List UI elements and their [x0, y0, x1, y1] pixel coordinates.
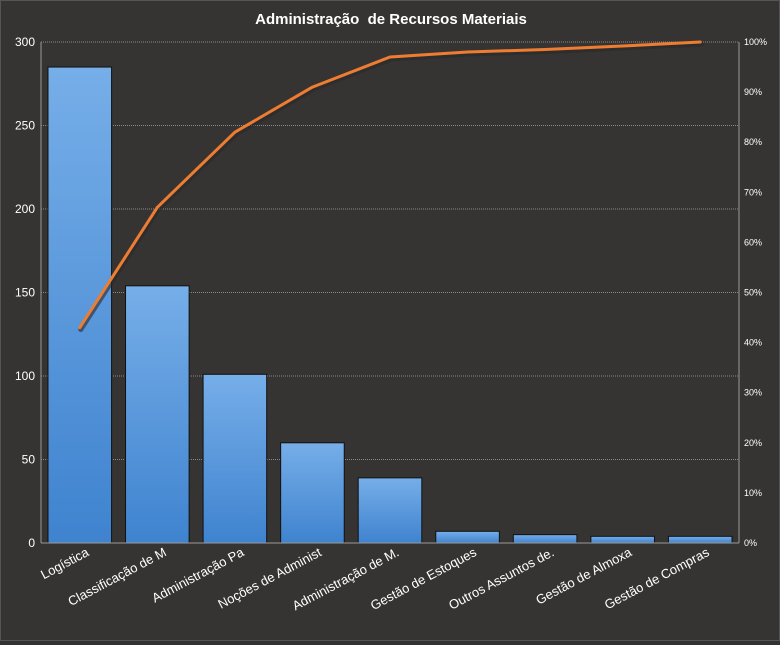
right-tick-label: 30%	[744, 388, 762, 398]
chart-title: Administração de Recursos Materiais	[255, 11, 527, 28]
right-tick-label: 50%	[744, 288, 762, 298]
left-tick-label: 200	[15, 202, 35, 216]
left-tick-label: 300	[15, 35, 35, 49]
bar	[668, 536, 732, 543]
bar	[436, 531, 500, 543]
bar	[591, 536, 655, 543]
cumulative-line	[80, 42, 700, 328]
right-tick-label: 90%	[744, 87, 762, 97]
right-tick-label: 70%	[744, 187, 762, 197]
bar	[126, 286, 190, 543]
bar	[48, 67, 112, 543]
right-tick-label: 100%	[744, 37, 767, 47]
bar	[358, 478, 422, 543]
left-tick-label: 100	[15, 369, 35, 383]
right-tick-label: 80%	[744, 137, 762, 147]
bar	[513, 535, 577, 543]
bar-series	[48, 67, 732, 543]
right-tick-label: 20%	[744, 438, 762, 448]
left-tick-label: 150	[15, 286, 35, 300]
left-axis: 0 50 100 150 200 250 300	[15, 35, 41, 550]
right-tick-label: 0%	[744, 538, 757, 548]
right-tick-label: 40%	[744, 338, 762, 348]
left-tick-label: 0	[28, 536, 35, 550]
category-label: Logística	[38, 544, 92, 582]
left-tick-label: 250	[15, 119, 35, 133]
bar	[203, 374, 267, 543]
bar	[281, 443, 345, 543]
right-axis: 0% 10% 20% 30% 40% 50% 60% 70% 80% 90% 100%	[739, 37, 767, 548]
left-tick-label: 50	[22, 453, 36, 467]
right-tick-label: 60%	[744, 237, 762, 247]
right-tick-label: 10%	[744, 488, 762, 498]
